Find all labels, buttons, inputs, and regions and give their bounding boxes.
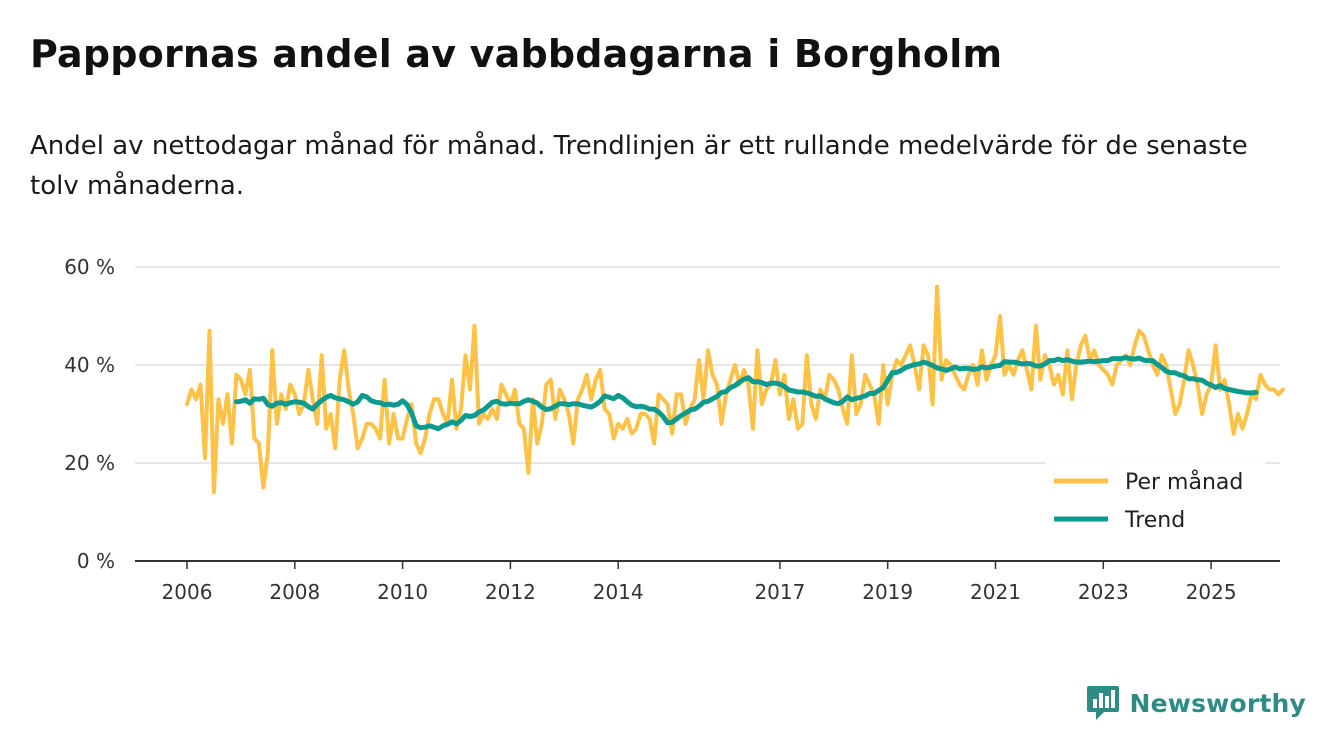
x-tick-label: 2006 xyxy=(162,580,213,604)
y-tick-label: 60 % xyxy=(64,255,115,279)
y-axis-ticks: 0 % 20 % 40 % 60 % xyxy=(64,255,115,573)
legend: Per månad Trend xyxy=(1045,460,1265,540)
x-axis-ticks: 2006 2008 2010 2012 2014 2017 2019 2021 2023 2025 xyxy=(162,561,1237,604)
x-tick-label: 2021 xyxy=(970,580,1021,604)
y-tick-label: 40 % xyxy=(64,353,115,377)
x-tick-label: 2019 xyxy=(862,580,913,604)
x-tick-label: 2012 xyxy=(485,580,536,604)
y-tick-label: 20 % xyxy=(64,451,115,475)
x-tick-label: 2017 xyxy=(754,580,805,604)
series-lines xyxy=(185,284,1285,495)
bar-chart-bubble-icon xyxy=(1086,686,1119,720)
chart-title: Pappornas andel av vabbdagarna i Borghol… xyxy=(30,32,1003,76)
legend-background xyxy=(1045,460,1265,540)
newsworthy-logo[interactable]: Newsworthy xyxy=(1086,684,1307,722)
legend-label-per-manad: Per månad xyxy=(1125,469,1243,495)
brand-name: Newsworthy xyxy=(1129,688,1306,718)
series-line-per-manad xyxy=(185,284,1285,495)
x-tick-label: 2010 xyxy=(377,580,428,604)
y-tick-label: 0 % xyxy=(77,549,115,573)
x-tick-label: 2014 xyxy=(593,580,644,604)
legend-label-trend: Trend xyxy=(1124,508,1185,533)
series-line-trend xyxy=(233,355,1259,432)
chart-subtitle: Andel av nettodagar månad för månad. Tre… xyxy=(30,131,1248,201)
x-tick-label: 2023 xyxy=(1078,580,1129,604)
x-tick-label: 2025 xyxy=(1186,580,1237,604)
x-tick-label: 2008 xyxy=(269,580,320,604)
